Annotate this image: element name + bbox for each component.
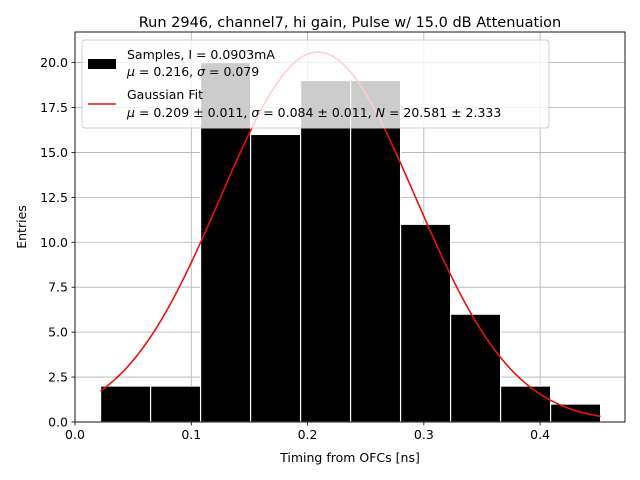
histogram-bar <box>249 133 302 423</box>
mu-symbol: μ <box>126 64 135 79</box>
legend-text-part: = 0.079 <box>205 64 259 79</box>
y-ticks: 0.0 2.5 5.0 7.5 10.0 12.5 15.0 17.5 20.0 <box>40 55 75 430</box>
legend-label-samples-stats: μ = 0.216, σ = 0.079 <box>126 64 259 79</box>
x-tick-label: 0.0 <box>65 427 85 442</box>
x-ticks: 0.0 0.1 0.2 0.3 0.4 <box>65 422 550 442</box>
y-tick-label: 2.5 <box>48 370 68 385</box>
histogram-bar <box>449 313 502 423</box>
histogram-bar <box>149 385 202 423</box>
histogram-bar <box>499 385 552 423</box>
x-tick-label: 0.2 <box>298 427 318 442</box>
legend-swatch-samples <box>88 59 116 69</box>
legend-label-fit-stats: μ = 0.209 ± 0.011, σ = 0.084 ± 0.011, N … <box>126 105 501 120</box>
y-tick-label: 0.0 <box>48 415 68 430</box>
legend-text-part: = 0.216, <box>135 64 197 79</box>
plot-frame <box>74 31 626 423</box>
histogram-bar <box>399 223 452 423</box>
y-tick-label: 5.0 <box>48 325 68 340</box>
chart-title: Run 2946, channel7, hi gain, Pulse w/ 15… <box>139 15 562 31</box>
sigma-symbol: σ <box>197 64 206 79</box>
legend: Samples, I = 0.0903mA μ = 0.216, σ = 0.0… <box>81 39 550 129</box>
legend-text-part: = 20.581 ± 2.333 <box>385 105 501 120</box>
y-axis-label: Entries <box>14 205 29 249</box>
legend-label-fit: Gaussian Fit <box>127 87 203 102</box>
y-tick-label: 17.5 <box>40 100 68 115</box>
y-tick-label: 10.0 <box>40 235 68 250</box>
y-tick-label: 7.5 <box>48 280 68 295</box>
legend-text-part: = 0.209 ± 0.011, <box>135 105 251 120</box>
y-tick-label: 15.0 <box>40 145 68 160</box>
histogram-bar <box>299 79 352 423</box>
x-tick-label: 0.1 <box>181 427 201 442</box>
legend-text-part: = 0.084 ± 0.011, <box>259 105 375 120</box>
histogram-bar <box>99 385 152 423</box>
x-tick-label: 0.4 <box>530 427 550 442</box>
sigma-symbol: σ <box>251 105 260 120</box>
n-symbol: N <box>376 105 386 120</box>
legend-label-samples: Samples, I = 0.0903mA <box>127 47 275 62</box>
x-tick-label: 0.3 <box>414 427 434 442</box>
mu-symbol: μ <box>126 105 135 120</box>
x-axis-label: Timing from OFCs [ns] <box>279 450 420 465</box>
y-tick-label: 12.5 <box>40 190 68 205</box>
histogram-bar <box>549 403 602 423</box>
histogram-bar <box>349 79 402 423</box>
y-tick-label: 20.0 <box>40 55 68 70</box>
legend-box <box>81 39 550 129</box>
